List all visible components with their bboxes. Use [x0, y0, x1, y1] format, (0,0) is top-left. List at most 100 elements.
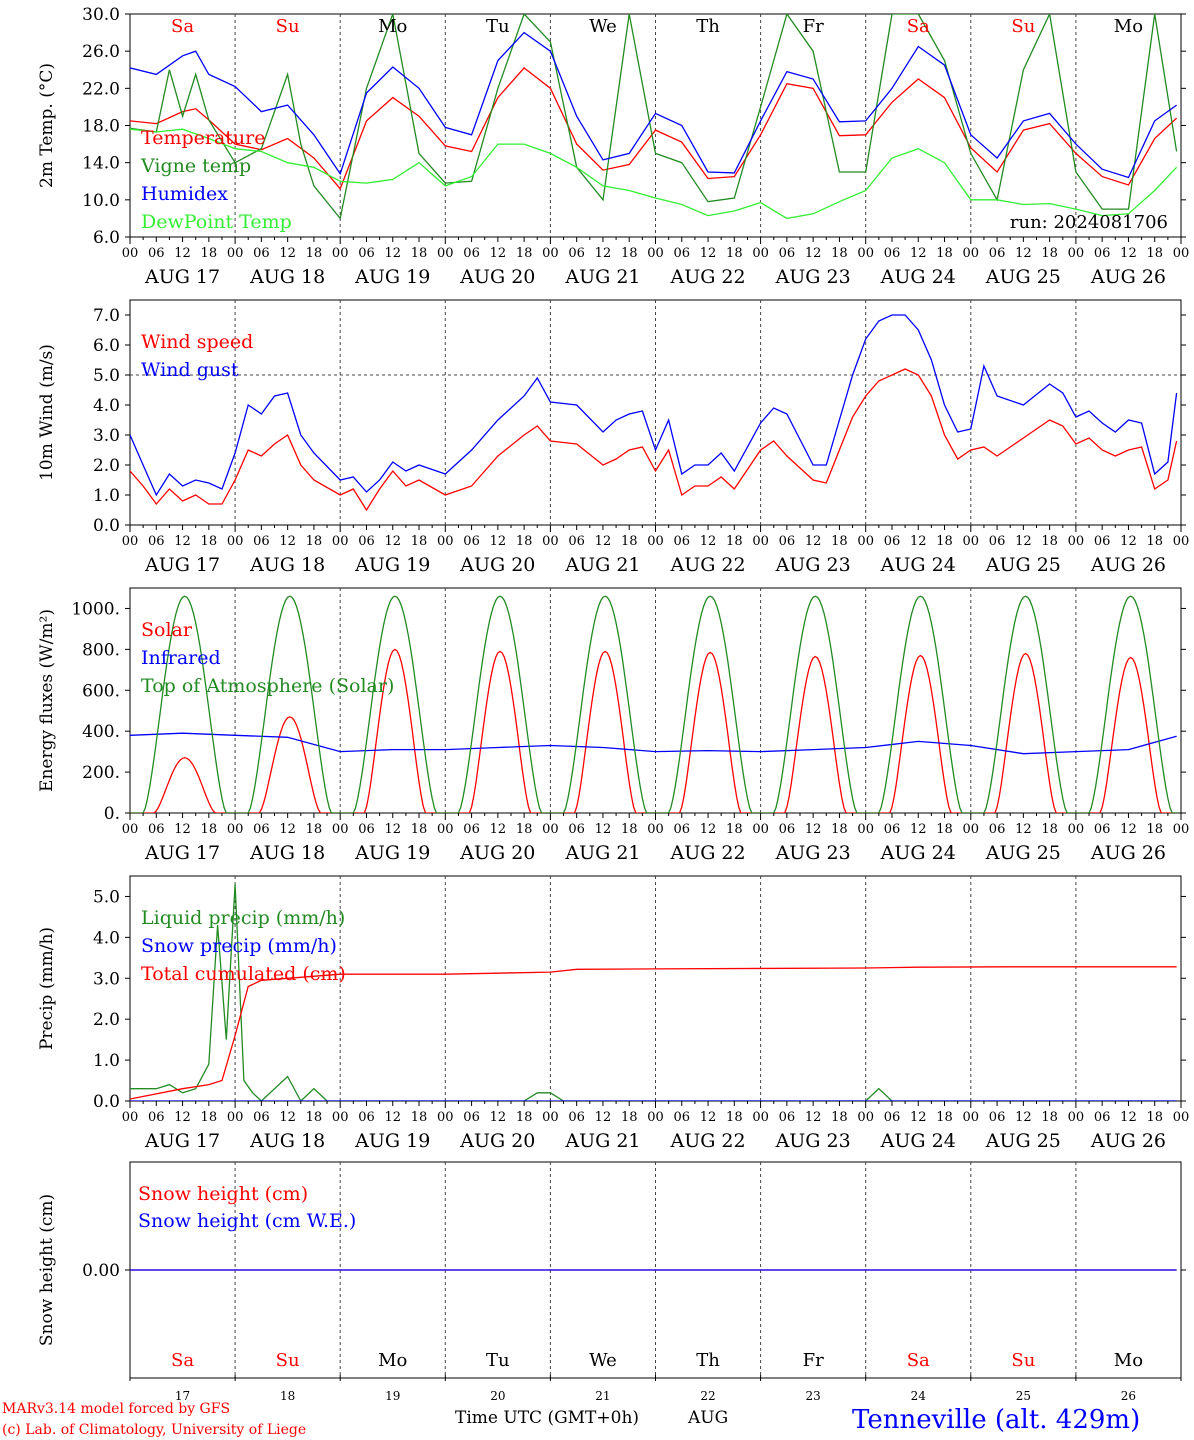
x-tick-label: 18 — [831, 822, 848, 837]
x-tick-label: 18 — [1041, 534, 1058, 549]
x-tick-label: 06 — [884, 1110, 901, 1125]
x-tick-label: 00 — [857, 1110, 874, 1125]
x-tick-label: 12 — [805, 1110, 822, 1125]
weekday-label: Th — [696, 1350, 720, 1371]
x-tick-label: 18 — [306, 822, 323, 837]
x-tick-label: 18 — [726, 246, 743, 261]
series-line-infrared — [130, 732, 1177, 755]
x-tick-label: 12 — [384, 534, 401, 549]
series-line-top-of-atmosphere-solar — [130, 595, 1179, 813]
x-tick-label: 12 — [174, 822, 191, 837]
x-tick-label: 18 — [411, 822, 428, 837]
y-tick-label: 7.0 — [93, 306, 120, 326]
day-label: AUG 21 — [564, 1130, 640, 1152]
day-number: 17 — [175, 1389, 190, 1403]
y-tick-label: 1000. — [71, 599, 120, 619]
series-line-solar — [130, 648, 1179, 813]
panel-5 — [125, 1161, 1186, 1381]
x-tick-label: 00 — [857, 534, 874, 549]
x-tick-label: 18 — [831, 246, 848, 261]
y-tick-label: 400. — [82, 722, 120, 742]
y-tick-label: 14.0 — [82, 154, 120, 174]
y-tick-label: 4.0 — [93, 928, 120, 948]
weekday-label: Th — [696, 16, 720, 37]
y-tick-label: 18.0 — [82, 117, 120, 137]
x-tick-label: 00 — [1173, 822, 1190, 837]
day-label: AUG 18 — [249, 1130, 325, 1152]
x-tick-label: 06 — [674, 1110, 691, 1125]
x-tick-label: 00 — [542, 246, 559, 261]
x-tick-label: 00 — [332, 1110, 349, 1125]
y-tick-label: 6.0 — [93, 228, 120, 248]
x-tick-label: 12 — [490, 246, 507, 261]
x-tick-label: 06 — [884, 822, 901, 837]
x-tick-label: 18 — [201, 246, 218, 261]
x-tick-label: 06 — [884, 246, 901, 261]
x-tick-label: 06 — [568, 822, 585, 837]
day-label: AUG 26 — [1090, 1130, 1166, 1152]
x-tick-label: 18 — [516, 534, 533, 549]
x-tick-label: 12 — [595, 246, 612, 261]
day-label: AUG 18 — [249, 554, 325, 576]
x-tick-label: 00 — [332, 822, 349, 837]
day-label: AUG 20 — [459, 842, 535, 864]
panel-4 — [125, 875, 1186, 1108]
x-tick-label: 00 — [647, 534, 664, 549]
x-tick-label: 12 — [490, 822, 507, 837]
day-label: AUG 19 — [354, 266, 430, 288]
x-tick-label: 12 — [700, 246, 717, 261]
day-label: AUG 26 — [1090, 554, 1166, 576]
x-tick-label: 06 — [989, 822, 1006, 837]
x-tick-label: 18 — [1146, 1110, 1163, 1125]
x-tick-label: 18 — [621, 246, 638, 261]
day-label: AUG 25 — [985, 266, 1061, 288]
legend-entry: Liquid precip (mm/h) — [141, 907, 345, 929]
x-tick-label: 00 — [122, 822, 139, 837]
x-tick-label: 06 — [358, 822, 375, 837]
x-tick-label: 12 — [595, 534, 612, 549]
x-tick-label: 12 — [700, 822, 717, 837]
x-tick-label: 18 — [831, 1110, 848, 1125]
y-tick-label: 0.0 — [93, 516, 120, 536]
x-tick-label: 18 — [1146, 246, 1163, 261]
day-number: 20 — [490, 1389, 505, 1403]
legend-entry: Snow height (cm W.E.) — [138, 1210, 356, 1232]
x-tick-label: 00 — [1173, 534, 1190, 549]
x-tick-label: 06 — [568, 246, 585, 261]
y-tick-label: 3.0 — [93, 969, 120, 989]
day-number: 19 — [385, 1389, 400, 1403]
x-tick-label: 18 — [936, 1110, 953, 1125]
day-label: AUG 26 — [1090, 266, 1166, 288]
x-tick-label: 00 — [227, 246, 244, 261]
y-tick-label: 10.0 — [82, 191, 120, 211]
y-tick-label: 5.0 — [93, 366, 120, 386]
day-label: AUG 25 — [985, 554, 1061, 576]
x-tick-label: 12 — [805, 246, 822, 261]
y-tick-label: 0. — [104, 804, 120, 824]
legend-entry: Infrared — [141, 647, 221, 669]
day-label: AUG 22 — [669, 554, 745, 576]
y-axis-label: Precip (mm/h) — [37, 927, 57, 1050]
day-label: AUG 24 — [880, 554, 956, 576]
x-tick-label: 12 — [279, 246, 296, 261]
x-tick-label: 18 — [516, 246, 533, 261]
series-line-vigne-temp — [130, 14, 1178, 220]
day-label: AUG 26 — [1090, 842, 1166, 864]
x-tick-label: 00 — [752, 246, 769, 261]
x-tick-label: 00 — [647, 822, 664, 837]
x-tick-label: 00 — [122, 246, 139, 261]
y-tick-label: 200. — [82, 763, 120, 783]
day-label: AUG 19 — [354, 1130, 430, 1152]
x-tick-label: 06 — [253, 822, 270, 837]
x-tick-label: 12 — [1015, 822, 1032, 837]
weekday-label: Tu — [486, 16, 510, 37]
x-tick-label: 00 — [1068, 534, 1085, 549]
panel-2 — [125, 299, 1186, 532]
day-number: 21 — [595, 1389, 610, 1403]
x-tick-label: 00 — [332, 246, 349, 261]
y-tick-label: 22.0 — [82, 79, 120, 99]
x-tick-label: 06 — [148, 246, 165, 261]
legend-entry: Humidex — [141, 183, 228, 205]
day-label: AUG 21 — [564, 842, 640, 864]
